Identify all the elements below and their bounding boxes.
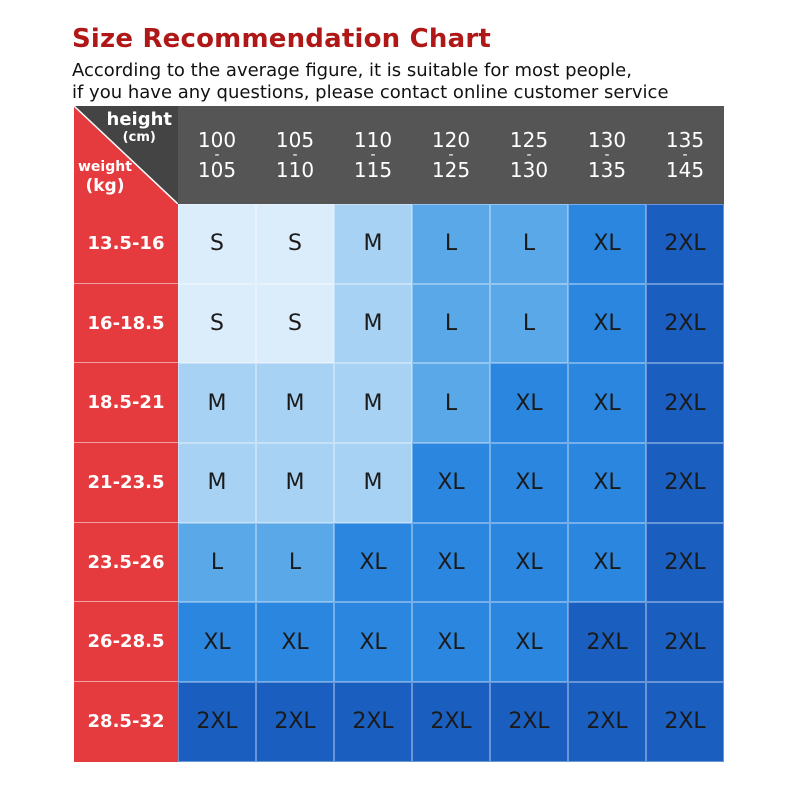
size-cell: L — [178, 522, 256, 603]
size-cell: L — [412, 204, 490, 284]
size-cell: XL — [256, 602, 334, 683]
size-cell: M — [334, 204, 412, 284]
weight-row-header: 13.5-16 — [74, 204, 178, 284]
size-cell: XL — [490, 443, 568, 523]
size-cell: M — [256, 363, 334, 444]
size-cell: XL — [412, 602, 490, 683]
weight-row-header: 16-18.5 — [74, 283, 178, 364]
size-cell: XL — [568, 283, 646, 364]
size-cell: 2XL — [412, 682, 490, 762]
size-cell: XL — [490, 363, 568, 444]
height-column-header: 100-105 — [178, 106, 256, 204]
height-column-header: 125-130 — [490, 106, 568, 204]
size-cell: 2XL — [568, 602, 646, 683]
size-cell: XL — [568, 443, 646, 523]
size-cell: 2XL — [646, 682, 724, 762]
subtitle-line-1: According to the average figure, it is s… — [72, 60, 632, 81]
weight-row-header: 18.5-21 — [74, 363, 178, 444]
size-cell: 2XL — [646, 522, 724, 603]
table-corner-header: height (cm) weight (kg) — [74, 106, 178, 204]
size-cell: 2XL — [646, 204, 724, 284]
size-cell: XL — [568, 204, 646, 284]
size-cell: XL — [568, 363, 646, 444]
weight-row-header: 26-28.5 — [74, 602, 178, 683]
height-axis-label: height (cm) — [106, 109, 173, 146]
size-cell: L — [256, 522, 334, 603]
weight-axis-label: weight (kg) — [78, 159, 132, 196]
size-cell: M — [256, 443, 334, 523]
size-cell: XL — [178, 602, 256, 683]
size-cell: XL — [490, 602, 568, 683]
size-cell: L — [490, 204, 568, 284]
size-cell: 2XL — [334, 682, 412, 762]
weight-row-header: 23.5-26 — [74, 522, 178, 603]
size-cell: S — [256, 283, 334, 364]
size-cell: XL — [334, 522, 412, 603]
height-column-header: 110-115 — [334, 106, 412, 204]
size-cell: 2XL — [178, 682, 256, 762]
size-cell: S — [256, 204, 334, 284]
height-column-header: 105-110 — [256, 106, 334, 204]
height-column-header: 130-135 — [568, 106, 646, 204]
size-cell: L — [412, 283, 490, 364]
size-cell: S — [178, 204, 256, 284]
chart-subtitle: According to the average figure, it is s… — [72, 60, 732, 104]
size-cell: 2XL — [646, 443, 724, 523]
size-cell: M — [334, 443, 412, 523]
weight-row-header: 28.5-32 — [74, 682, 178, 762]
size-cell: M — [178, 443, 256, 523]
size-cell: M — [334, 283, 412, 364]
size-cell: 2XL — [646, 283, 724, 364]
size-cell: 2XL — [490, 682, 568, 762]
size-cell: XL — [334, 602, 412, 683]
size-cell: L — [490, 283, 568, 364]
size-cell: M — [334, 363, 412, 444]
size-cell: S — [178, 283, 256, 364]
size-cell: L — [412, 363, 490, 444]
height-column-header: 120-125 — [412, 106, 490, 204]
size-cell: 2XL — [646, 363, 724, 444]
size-cell: XL — [412, 443, 490, 523]
size-cell: M — [178, 363, 256, 444]
size-table: height (cm) weight (kg) 100-105 105-110 11… — [74, 106, 724, 762]
diagonal-split — [74, 106, 178, 204]
size-cell: 2XL — [256, 682, 334, 762]
weight-row-header: 21-23.5 — [74, 443, 178, 523]
chart-title: Size Recommendation Chart — [72, 24, 492, 54]
size-cell: XL — [568, 522, 646, 603]
subtitle-line-2: if you have any questions, please contac… — [72, 82, 669, 103]
size-cell: XL — [412, 522, 490, 603]
size-cell: XL — [490, 522, 568, 603]
height-column-header: 135-145 — [646, 106, 724, 204]
size-cell: 2XL — [568, 682, 646, 762]
size-cell: 2XL — [646, 602, 724, 683]
